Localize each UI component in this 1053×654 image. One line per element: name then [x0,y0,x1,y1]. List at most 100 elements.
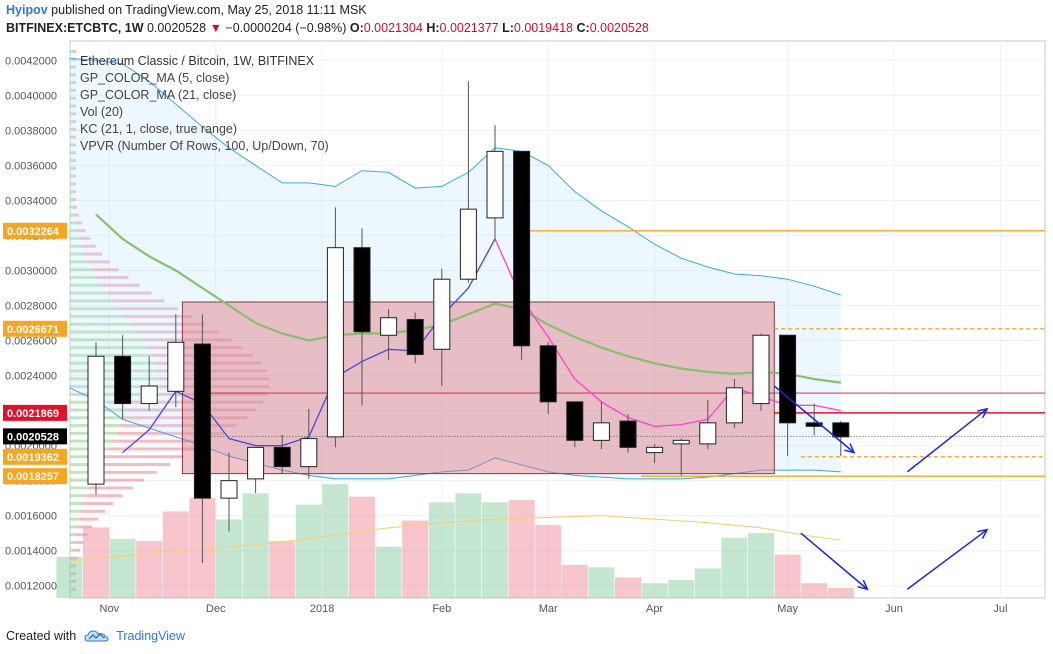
y-tick-label: 0.0038000 [5,125,57,137]
volume-bar [109,538,136,598]
volume-bar [508,500,535,598]
vpvr-down-bar [124,314,192,318]
volume-bar [721,537,748,598]
vpvr-up-bar [70,330,138,334]
vpvr-up-bar [70,502,83,506]
vpvr-down-bar [96,275,129,279]
vpvr-up-bar [70,174,73,178]
vpvr-up-bar [70,205,74,209]
volume-bar [375,546,402,598]
candle-body [779,334,797,424]
volume-bar [615,577,641,598]
vpvr-down-bar [159,385,270,389]
vpvr-down-bar [72,159,76,163]
vpvr-up-bar [70,517,79,521]
candle-body [752,334,770,405]
price-badge [3,404,67,421]
vpvr-up-bar [70,353,153,357]
arrow-head [977,407,989,419]
volume-bar [588,567,615,598]
price-badge [3,468,67,485]
vpvr-up-bar [70,486,89,490]
candle-body [273,446,291,468]
y-tick-label: 0.0030000 [5,265,57,277]
volume-bar [774,554,801,598]
vpvr-up-bar [70,533,76,537]
vpvr-down-bar [158,369,267,373]
support-zone [181,301,775,475]
vpvr-up-bar [70,307,119,311]
vpvr-up-bar [70,73,73,77]
x-tick-label: Nov [100,603,120,615]
volume-bar [322,484,349,598]
vpvr-down-bar [72,112,76,116]
vpvr-up-bar [70,322,132,326]
vpvr-up-bar [70,252,85,256]
volume-bar [561,564,588,598]
y-tick-label: 0.0036000 [5,160,57,172]
vpvr-up-bar [70,470,97,474]
vpvr-up-bar [70,135,73,139]
volume-bar [455,493,482,598]
legend-vpvr: VPVR (Number Of Rows, 100, Up/Down, 70) [80,139,329,153]
candle-body [725,387,743,424]
published-line: Hyipov published on TradingView.com, May… [6,3,367,17]
y-tick-label: 0.0012000 [5,581,57,593]
vpvr-up-bar [70,260,88,264]
vpvr-up-bar [70,338,143,342]
candle-body [486,150,504,219]
vpvr-down-bar [72,81,76,85]
vpvr-down-bar [87,260,110,264]
footer: Created with TradingView [6,628,185,644]
vpvr-up-bar [70,127,73,131]
vpvr-down-bar [72,120,76,124]
candle-body [459,208,477,280]
price-badge [3,320,67,337]
x-tick-label: Apr [646,603,663,615]
vpvr-up-bar [70,88,73,92]
low-label: L: [502,21,514,35]
author-name[interactable]: Hyipov [6,3,48,17]
price-badge [3,448,67,465]
vpvr-down-bar [72,104,76,108]
candle-body [619,420,637,448]
vpvr-down-bar [112,439,212,443]
vpvr-down-bar [119,424,237,428]
candle-body [87,355,105,485]
legend-title: Ethereum Classic / Bitcoin, 1W, BITFINEX [80,54,315,68]
price-badge-label: 0.0019362 [7,452,59,464]
vpvr-up-bar [70,120,73,124]
y-tick-label: 0.0034000 [5,195,57,207]
vpvr-down-bar [76,525,93,529]
vpvr-up-bar [70,346,148,350]
vpvr-down-bar [72,135,76,139]
vpvr-up-bar [70,213,75,217]
price-badge-label: 0.0026671 [7,324,59,336]
vpvr-down-bar [112,299,165,303]
volume-bar [402,520,429,598]
vpvr-down-bar [72,65,76,69]
vpvr-down-bar [106,291,152,295]
vpvr-down-bar [72,49,76,53]
y-tick-label: 0.0014000 [5,546,57,558]
vpvr-up-bar [70,112,73,116]
vpvr-down-bar [125,408,257,412]
vpvr-down-bar [96,470,157,474]
vpvr-down-bar [74,213,80,217]
plot-frame [69,40,1046,599]
volume-bar [428,502,455,598]
candle-body [513,150,531,347]
x-tick-label: Mar [539,603,558,615]
candle-body [699,422,717,445]
candle-body [247,446,265,480]
vpvr-down-bar [137,330,219,334]
y-tick-label: 0.0016000 [5,511,57,523]
volume-bar [83,527,109,598]
trend-arrow [906,529,988,590]
vpvr-up-bar [70,299,113,303]
trend-arrow [773,385,855,454]
tradingview-link[interactable]: TradingView [116,629,185,643]
vpvr-up-bar [70,166,73,170]
vpvr-down-bar [92,478,145,482]
